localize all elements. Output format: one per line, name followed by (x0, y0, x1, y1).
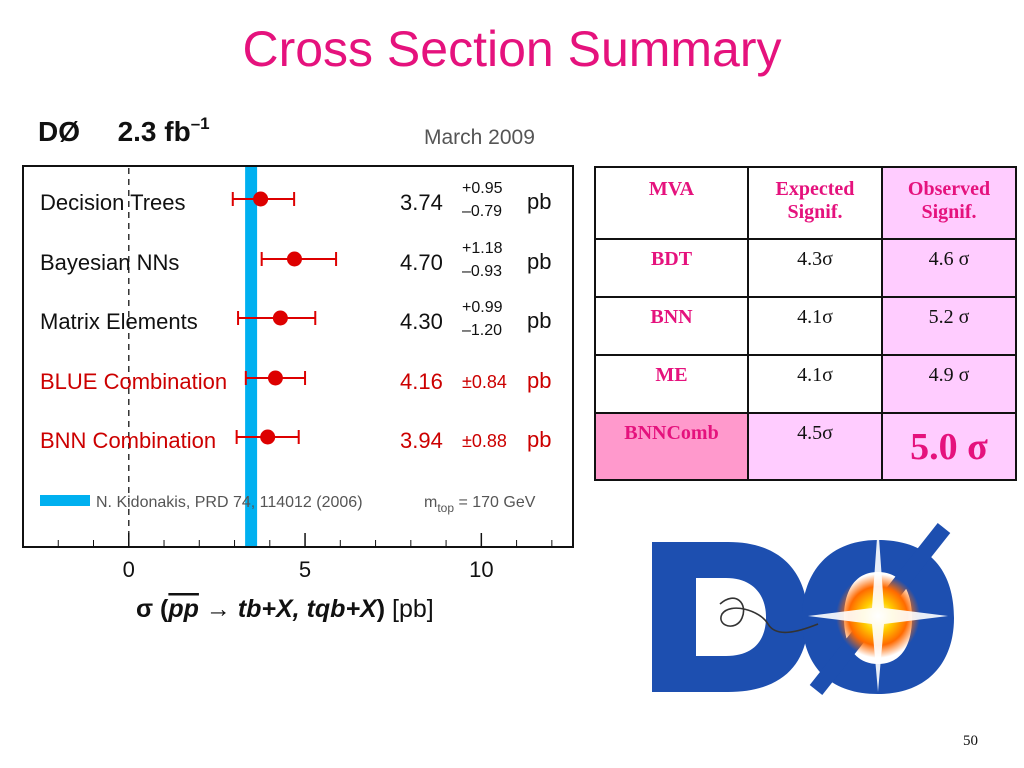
row-observed: 5.2 σ (881, 296, 1017, 356)
x-tick-label: 5 (299, 557, 311, 582)
luminosity: 2.3 fb (117, 116, 191, 147)
header-expected: Expected Signif. (747, 166, 883, 240)
row-mva: BDT (594, 238, 749, 298)
legend-theory-swatch (40, 495, 90, 506)
value-label: 4.16 (400, 369, 443, 394)
error-plus-label: +0.99 (462, 299, 503, 316)
value-label: 4.30 (400, 309, 443, 334)
header-expected-line-2: Signif. (787, 201, 843, 223)
row-mva: BNNComb (594, 412, 749, 481)
value-label: 3.74 (400, 190, 443, 215)
measurement-label: BNN Combination (40, 428, 216, 453)
theory-band (245, 166, 258, 547)
header-mva: MVA (594, 166, 749, 240)
row-observed: 4.9 σ (881, 354, 1017, 414)
table-header-row: MVA Expected Signif. Observed Signif. (594, 166, 1017, 240)
error-minus-label: –0.79 (462, 203, 502, 220)
d0-logo (652, 523, 954, 695)
page-number: 50 (963, 733, 978, 749)
error-minus-label: –0.93 (462, 263, 502, 280)
plot-date: March 2009 (424, 126, 535, 149)
row-observed: 4.6 σ (881, 238, 1017, 298)
significance-table: MVA Expected Signif. Observed Signif. BD… (594, 166, 1017, 481)
experiment-name: DØ (38, 116, 80, 147)
unit-label: pb (527, 189, 551, 214)
logo-track (719, 597, 819, 634)
measurement-label: BLUE Combination (40, 369, 227, 394)
legend-theory-label: N. Kidonakis, PRD 74, 114012 (2006) (96, 494, 363, 511)
row-expected: 4.5σ (747, 412, 883, 481)
unit-label: pb (527, 427, 551, 452)
plot-frame (22, 165, 574, 548)
logo-star (808, 524, 948, 692)
error-plus-label: +0.95 (462, 180, 503, 197)
header-mva-line: MVA (648, 178, 695, 200)
error-plus-label: +1.18 (462, 240, 503, 257)
measurement-label: Matrix Elements (40, 309, 198, 334)
data-point (260, 429, 276, 445)
logo-letter-d (652, 542, 808, 692)
header-observed-line-1: Observed (907, 178, 991, 200)
data-point (267, 370, 283, 386)
row-expected: 4.3σ (747, 238, 883, 298)
row-mva: BNN (594, 296, 749, 356)
header-observed: Observed Signif. (881, 166, 1017, 240)
header-expected-line-1: Expected (775, 178, 855, 200)
legend-mtop-label: mtop = 170 GeV (424, 494, 536, 515)
x-tick-label: 10 (469, 557, 493, 582)
value-label: 3.94 (400, 428, 443, 453)
table-row: BNNComb 4.5σ 5.0 σ (594, 412, 1017, 481)
error-sym-label: ±0.84 (462, 372, 507, 392)
measurement-label: Bayesian NNs (40, 250, 179, 275)
row-expected: 4.1σ (747, 296, 883, 356)
unit-label: pb (527, 368, 551, 393)
data-point (253, 191, 269, 207)
x-tick-label: 0 (123, 557, 135, 582)
unit-label: pb (527, 249, 551, 274)
error-minus-label: –1.20 (462, 322, 502, 339)
cross-section-plot: 0 5 10 Decision Trees 3.74 +0.95 –0.79 pb Bayesi… (22, 165, 574, 623)
error-sym-label: ±0.88 (462, 431, 507, 451)
plot-header: DØ 2.3 fb–1 (38, 114, 210, 148)
x-axis-label: σ (pp → tb+X, tqb+X) [pb] (136, 595, 434, 623)
table-row: ME 4.1σ 4.9 σ (594, 354, 1017, 414)
measurement-label: Decision Trees (40, 190, 186, 215)
header-observed-line-2: Signif. (921, 201, 977, 223)
row-expected: 4.1σ (747, 354, 883, 414)
value-label: 4.70 (400, 250, 443, 275)
data-point (272, 310, 288, 326)
data-point (286, 251, 302, 267)
row-observed-highlight: 5.0 σ (881, 412, 1017, 481)
table-row: BDT 4.3σ 4.6 σ (594, 238, 1017, 298)
luminosity-exponent: –1 (190, 114, 210, 133)
slide-title: Cross Section Summary (242, 21, 782, 77)
unit-label: pb (527, 308, 551, 333)
row-mva: ME (594, 354, 749, 414)
table-row: BNN 4.1σ 5.2 σ (594, 296, 1017, 356)
